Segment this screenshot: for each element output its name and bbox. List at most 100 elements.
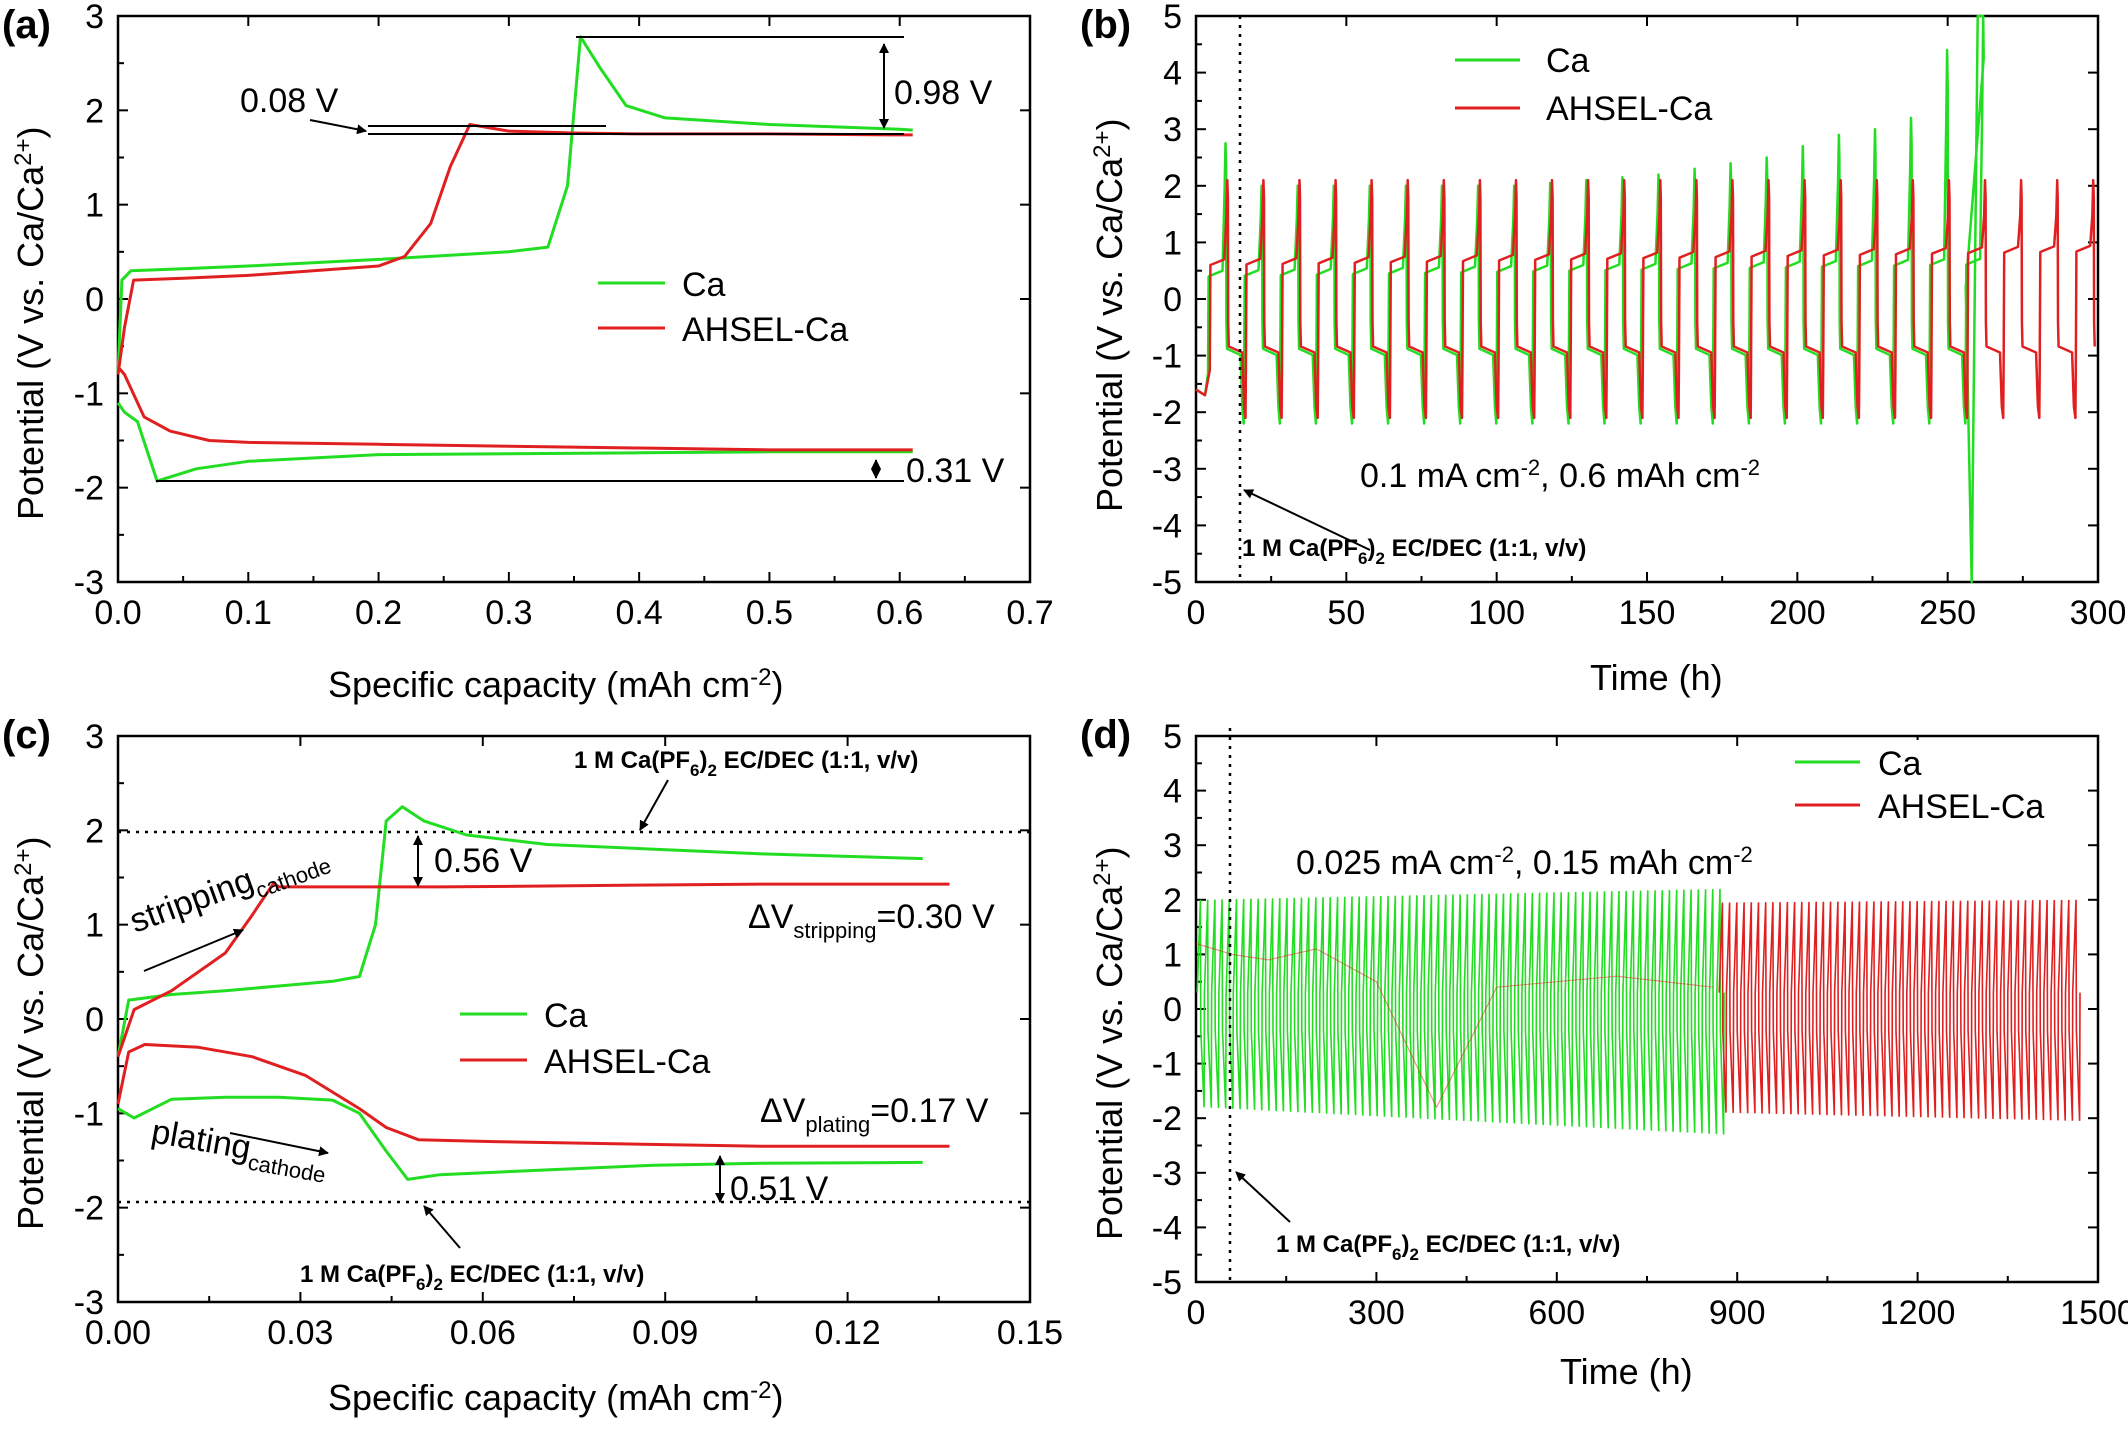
panel-b-elec-arrow [1243, 489, 1371, 551]
panel-c-xlabel: Specific capacity (mAh cm-2) [328, 1377, 783, 1418]
x-tick-label: 300 [2070, 594, 2127, 632]
x-tick-label: 1200 [1880, 1294, 1956, 1332]
y-tick-label: -3 [1152, 451, 1182, 489]
panel-c-elec-arrow-bottom [423, 1205, 461, 1249]
legend-ca: Ca [1878, 745, 1922, 783]
legend-ahsel: AHSEL-Ca [682, 311, 848, 349]
series-line-ahsel-ca [116, 365, 913, 452]
series-line-ahsel-ca-underlay [1195, 942, 1714, 1109]
x-tick-label: 0.3 [485, 594, 532, 632]
x-tick-label: 100 [1468, 594, 1525, 632]
x-tick-label: 50 [1327, 594, 1365, 632]
panel-c-electrolyte-top: 1 M Ca(PF6)2 EC/DEC (1:1, v/v) [574, 747, 918, 780]
y-tick-label: 1 [1163, 224, 1182, 262]
panel-d-ylabel: Potential (V vs. Ca/Ca2+) [1089, 846, 1130, 1240]
x-tick-label: 0.09 [632, 1314, 698, 1352]
y-tick-label: 1 [1163, 936, 1182, 974]
panel-c: (c) 0.00 0.03 0.06 0.09 0.12 0.15 -3 -2 -1 0 1 2 3 1… [2, 713, 1063, 1418]
panel-a-axes: 0.0 0.1 0.2 0.3 0.4 0.5 0.6 0.7 -3 -2 -1 0 1 2 3 [74, 0, 1054, 632]
x-tick-label: 0.0 [94, 594, 141, 632]
legend-ca: Ca [682, 266, 726, 304]
x-tick-label: 600 [1528, 1294, 1585, 1332]
y-tick-label: 2 [85, 92, 104, 130]
legend-ca: Ca [544, 997, 588, 1035]
ann-008-label: 0.08 V [240, 82, 339, 120]
panel-c-elec-arrow-top [639, 779, 669, 831]
rate-bg [1290, 838, 1810, 888]
x-tick-label: 0.7 [1006, 594, 1053, 632]
y-tick-label: 3 [85, 0, 104, 36]
panel-b: (b) 0 50 100 150 200 250 300 -5 -4 -3 -2 -1 0 1 2 3 4 5 C… [1080, 0, 2126, 698]
y-tick-label: -1 [74, 1095, 104, 1133]
x-tick-label: 300 [1348, 1294, 1405, 1332]
y-tick-label: 0 [85, 281, 104, 319]
y-tick-label: -1 [74, 375, 104, 413]
panel-d-label: (d) [1080, 713, 1131, 757]
y-tick-label: -3 [74, 1284, 104, 1322]
y-tick-label: 1 [85, 187, 104, 225]
panel-c-annotations: 1 M Ca(PF6)2 EC/DEC (1:1, v/v) stripping… [125, 747, 995, 1294]
panel-c-plating: platingcathode [147, 1112, 331, 1187]
series-line-ca [116, 805, 923, 1057]
y-tick-label: 2 [85, 812, 104, 850]
y-tick-label: 2 [1163, 168, 1182, 206]
series-line-ca [116, 401, 913, 483]
x-tick-label: 150 [1619, 594, 1676, 632]
panel-d-legend: Ca AHSEL-Ca [1790, 740, 2080, 835]
panel-d-elec-arrow [1235, 1171, 1291, 1223]
ann-031-label: 0.31 V [906, 452, 1005, 490]
panel-b-rate: 0.1 mA cm-2, 0.6 mAh cm-2 [1360, 455, 1760, 495]
y-tick-label: -4 [1152, 1209, 1182, 1247]
y-tick-label: 0 [1163, 281, 1182, 319]
y-tick-label: -5 [1152, 564, 1182, 602]
x-tick-label: 0.03 [267, 1314, 333, 1352]
panel-c-plating-arrow [229, 1132, 329, 1157]
panel-d: (d) 0 300 600 900 1200 1500 -5 -4 -3 -2 -1 0 1 2 3 4 5 C… [1080, 713, 2128, 1392]
panel-b-label: (b) [1080, 3, 1131, 47]
x-tick-label: 0.4 [616, 594, 663, 632]
y-tick-label: 5 [1163, 0, 1182, 36]
panel-d-xlabel: Time (h) [1560, 1351, 1693, 1392]
panel-b-xlabel: Time (h) [1590, 657, 1723, 698]
x-tick-label: 0 [1187, 1294, 1206, 1332]
y-tick-label: -2 [74, 1190, 104, 1228]
y-tick-label: 2 [1163, 882, 1182, 920]
panel-b-legend: Ca AHSEL-Ca [1455, 42, 1712, 128]
series-line-ahsel-ca [1195, 178, 2096, 420]
x-tick-label: 0.12 [815, 1314, 881, 1352]
panel-b-series [1195, 14, 2096, 584]
panel-c-stripping-arrow [143, 928, 244, 972]
y-tick-label: 3 [85, 718, 104, 756]
x-tick-label: 0.06 [450, 1314, 516, 1352]
y-tick-label: 4 [1163, 773, 1182, 811]
x-tick-label: 0 [1187, 594, 1206, 632]
legend-ahsel: AHSEL-Ca [1546, 90, 1712, 128]
series-line-ahsel-ca [116, 1043, 950, 1148]
x-tick-label: 1500 [2060, 1294, 2128, 1332]
x-tick-label: 250 [1919, 594, 1976, 632]
panel-b-electrolyte: 1 M Ca(PF6)2 EC/DEC (1:1, v/v) [1242, 535, 1586, 568]
panel-c-056: 0.56 V [434, 842, 533, 880]
panel-c-stripping: strippingcathode [125, 834, 335, 947]
series-line-ahsel-ca [116, 881, 950, 1058]
legend-ahsel: AHSEL-Ca [544, 1043, 710, 1081]
y-tick-label: 1 [85, 907, 104, 945]
panel-a: (a) 0.0 0.1 0.2 0.3 0.4 0.5 0.6 0.7 -3 -2 -1 0 1 2 3 0… [2, 0, 1054, 705]
panel-d-series [1195, 888, 2081, 1135]
x-tick-label: 0.2 [355, 594, 402, 632]
series-line-ahsel-ca [1718, 899, 2081, 1121]
panel-c-ylabel: Potential (V vs. Ca/Ca2+) [10, 836, 51, 1230]
panel-d-rate: 0.025 mA cm-2, 0.15 mAh cm-2 [1296, 842, 1753, 882]
y-tick-label: -2 [1152, 394, 1182, 432]
ann-arrow-008 [309, 119, 367, 135]
legend-ca: Ca [1546, 42, 1590, 80]
y-tick-label: 3 [1163, 827, 1182, 865]
panel-c-axes: 0.00 0.03 0.06 0.09 0.12 0.15 -3 -2 -1 0 1 2 3 [74, 718, 1063, 1352]
y-tick-label: -1 [1152, 1046, 1182, 1084]
panel-a-label: (a) [2, 3, 51, 47]
panel-a-ylabel: Potential (V vs. Ca/Ca2+) [10, 126, 51, 520]
y-tick-label: 0 [85, 1001, 104, 1039]
y-tick-label: -3 [74, 564, 104, 602]
x-tick-label: 0.6 [876, 594, 923, 632]
y-tick-label: -4 [1152, 507, 1182, 545]
